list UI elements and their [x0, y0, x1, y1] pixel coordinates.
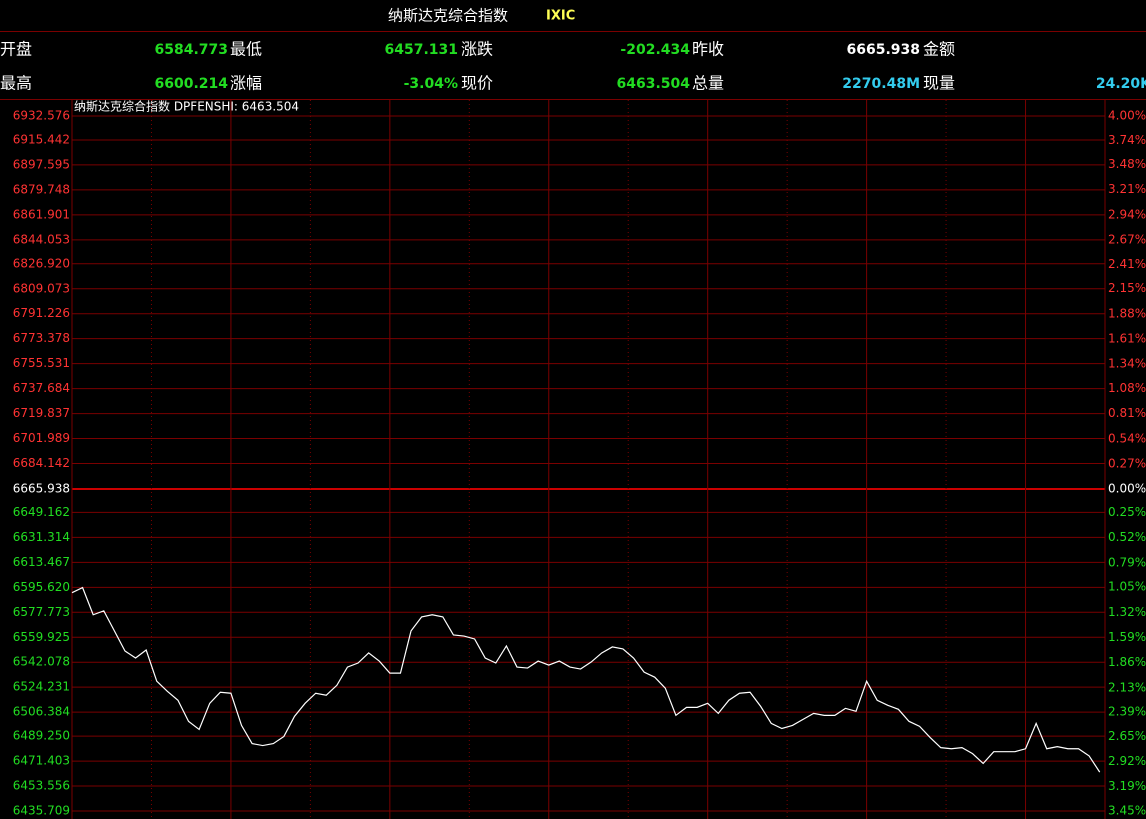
- quote-value: 6665.938: [846, 42, 920, 58]
- y-tick-label: 6435.709: [13, 804, 70, 818]
- y2-tick-label: 4.00%: [1108, 109, 1146, 123]
- y2-tick-label: 2.39%: [1108, 705, 1146, 719]
- y2-tick-label: 1.59%: [1108, 630, 1146, 644]
- quote-label: 最低: [230, 40, 262, 59]
- quote-label: 涨跌: [461, 40, 493, 59]
- quote-label: 涨幅: [230, 74, 262, 93]
- y2-tick-label: 1.32%: [1108, 605, 1146, 619]
- y-tick-label: 6861.901: [13, 207, 70, 221]
- quote-value: 6457.131: [384, 42, 458, 58]
- chart-legend: 纳斯达克综合指数 DPFENSHI: 6463.504: [74, 99, 299, 114]
- y2-tick-label: 1.88%: [1108, 306, 1146, 320]
- quote-value: 2270.48M: [842, 76, 920, 92]
- y2-tick-label: 2.65%: [1108, 729, 1146, 743]
- y2-tick-label: 3.21%: [1108, 182, 1146, 196]
- y2-tick-label: 3.74%: [1108, 133, 1146, 147]
- y-tick-label: 6559.925: [13, 630, 70, 644]
- y-tick-label: 6719.837: [13, 406, 70, 420]
- y2-tick-label: 3.48%: [1108, 157, 1146, 171]
- y2-tick-label: 0.81%: [1108, 406, 1146, 420]
- y2-tick-label: 2.92%: [1108, 754, 1146, 768]
- quote-label: 金额: [923, 40, 955, 59]
- y-tick-label: 6755.531: [13, 356, 70, 370]
- y2-tick-label: 2.41%: [1108, 257, 1146, 271]
- y-tick-label: 6471.403: [13, 754, 70, 768]
- y-tick-label: 6844.053: [13, 232, 70, 246]
- y2-tick-label: 0.27%: [1108, 456, 1146, 470]
- y2-tick-label: 1.86%: [1108, 655, 1146, 669]
- y-tick-label: 6595.620: [13, 580, 70, 594]
- quote-label: 开盘: [0, 40, 32, 59]
- y-tick-label: 6577.773: [13, 605, 70, 619]
- y2-tick-label: 0.25%: [1108, 505, 1146, 519]
- y2-tick-label: 2.94%: [1108, 207, 1146, 221]
- y2-tick-label: 0.54%: [1108, 431, 1146, 445]
- y-tick-label: 6506.384: [13, 705, 70, 719]
- y2-tick-label: 1.61%: [1108, 331, 1146, 345]
- quote-label: 现量: [923, 74, 955, 93]
- y-tick-label: 6791.226: [13, 306, 70, 320]
- quote-value: 24.20K: [1096, 76, 1146, 92]
- y-tick-label: 6897.595: [13, 157, 70, 171]
- y2-tick-label: 3.19%: [1108, 779, 1146, 793]
- y2-tick-label: 0.79%: [1108, 555, 1146, 569]
- y-tick-label: 6649.162: [13, 505, 70, 519]
- quote-value: -3.04%: [404, 76, 458, 92]
- y-tick-label: 6453.556: [13, 779, 70, 793]
- quote-label: 昨收: [692, 40, 724, 59]
- quote-label: 现价: [461, 74, 493, 93]
- y-tick-label: 6932.576: [13, 109, 70, 123]
- y-tick-label: 6915.442: [13, 132, 70, 146]
- code: IXIC: [546, 9, 575, 24]
- y-tick-label: 6809.073: [13, 281, 70, 295]
- y-tick-label: 6631.314: [13, 530, 70, 544]
- price-line: [71, 586, 1101, 773]
- title: 纳斯达克综合指数: [388, 7, 508, 25]
- quote-label: 总量: [692, 74, 724, 93]
- y2-tick-label: 0.00%: [1108, 482, 1146, 496]
- y-tick-label: 6701.989: [13, 431, 70, 445]
- y-tick-label: 6879.748: [13, 182, 70, 196]
- y2-tick-label: 3.45%: [1108, 804, 1146, 818]
- y2-tick-label: 2.13%: [1108, 680, 1146, 694]
- y-tick-label: 6665.938: [13, 481, 70, 495]
- y-tick-label: 6737.684: [13, 381, 70, 395]
- y-tick-label: 6613.467: [13, 555, 70, 569]
- y2-tick-label: 0.52%: [1108, 530, 1146, 544]
- y2-tick-label: 1.05%: [1108, 580, 1146, 594]
- y-tick-label: 6489.250: [13, 729, 70, 743]
- quote-value: 6463.504: [616, 76, 690, 92]
- y2-tick-label: 1.34%: [1108, 357, 1146, 371]
- y-tick-label: 6524.231: [13, 680, 70, 694]
- y-tick-label: 6684.142: [13, 456, 70, 470]
- quote-value: 6584.773: [154, 42, 228, 58]
- y-tick-label: 6542.078: [13, 655, 70, 669]
- quote-value: 6600.214: [154, 76, 228, 92]
- y2-tick-label: 2.15%: [1108, 281, 1146, 295]
- y2-tick-label: 1.08%: [1108, 381, 1146, 395]
- y2-tick-label: 2.67%: [1108, 233, 1146, 247]
- quote-value: -202.434: [620, 42, 690, 58]
- quote-label: 最高: [0, 74, 32, 93]
- y-tick-label: 6773.378: [13, 331, 70, 345]
- y-tick-label: 6826.920: [13, 256, 70, 270]
